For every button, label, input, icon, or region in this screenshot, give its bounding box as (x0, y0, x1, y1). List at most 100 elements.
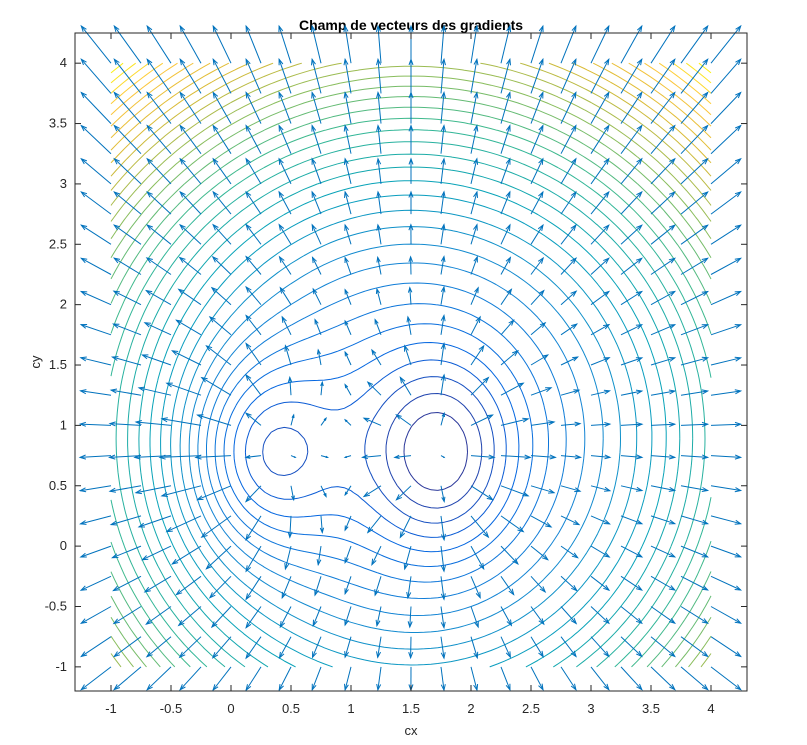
quiver-arrow (530, 57, 544, 94)
quiver-arrow (108, 485, 142, 493)
quiver-arrow (500, 576, 515, 596)
quiver-arrow (620, 485, 644, 492)
quiver-arrow (374, 576, 382, 597)
quiver-arrow (137, 515, 172, 528)
quiver-arrow (470, 124, 479, 154)
quiver-arrow (344, 666, 352, 692)
quiver-arrow (650, 124, 676, 155)
quiver-arrow (395, 485, 412, 501)
quiver-arrow (560, 421, 582, 427)
quiver-arrow (650, 545, 677, 558)
quiver-arrow (500, 24, 512, 64)
quiver-arrow (320, 417, 327, 426)
quiver-arrow (245, 157, 262, 185)
quiver-arrow (650, 290, 677, 306)
quiver-arrow (79, 389, 112, 396)
quiver-arrow (680, 545, 710, 558)
quiver-arrow (650, 389, 677, 396)
quiver-arrow (470, 24, 479, 64)
quiver-arrow (590, 422, 612, 427)
quiver-arrow (680, 485, 710, 492)
quiver-arrow (108, 421, 142, 427)
quiver-arrow (560, 389, 581, 396)
quiver-arrow (311, 57, 322, 94)
quiver-arrow (399, 515, 412, 539)
quiver-arrow (650, 91, 676, 124)
x-axis-label: cx (405, 723, 419, 738)
quiver-arrow (278, 190, 292, 215)
quiver-arrow (620, 24, 643, 64)
quiver-arrow (710, 324, 743, 336)
quiver-arrow (500, 157, 511, 185)
quiver-arrow (406, 576, 412, 600)
quiver-arrow (245, 314, 262, 336)
quiver-arrow (245, 285, 262, 306)
quiver-arrow (371, 545, 382, 567)
contour-level (160, 194, 653, 668)
quiver-arrow (620, 91, 643, 124)
quiver-arrow (79, 324, 112, 336)
quiver-arrow (620, 257, 643, 275)
quiver-arrow (560, 575, 578, 592)
quiver-arrow (408, 124, 414, 154)
quiver-arrow (620, 666, 643, 691)
y-axis-label: cy (28, 355, 43, 369)
quiver-arrow (530, 575, 547, 593)
quiver-arrow (710, 421, 743, 427)
x-tick-label: 0.5 (282, 701, 300, 716)
quiver-arrow (344, 418, 352, 426)
y-tick-label: 1.5 (49, 357, 67, 372)
quiver-arrow (343, 24, 352, 64)
contour-level (233, 342, 520, 553)
quiver-arrow (650, 357, 677, 366)
quiver-arrow (500, 124, 511, 154)
quiver-arrow (362, 417, 382, 426)
quiver-arrow (212, 91, 232, 124)
contour-level (179, 226, 621, 650)
quiver-arrow (650, 58, 676, 94)
quiver-arrow (80, 157, 112, 185)
x-tick-label: -1 (105, 701, 117, 716)
contour-level (110, 62, 712, 177)
quiver-arrow (680, 324, 710, 336)
quiver-arrow (530, 91, 544, 124)
contour-level (110, 106, 712, 668)
quiver-arrow (311, 636, 322, 659)
quiver-arrow (245, 91, 262, 124)
quiver-arrow (145, 636, 172, 658)
quiver-arrow (680, 91, 709, 124)
quiver-arrow (245, 636, 262, 660)
quiver-arrow (279, 286, 292, 305)
quiver-arrow (470, 576, 481, 600)
quiver-arrow (344, 190, 352, 215)
contour-level (110, 62, 712, 191)
quiver-arrow (620, 606, 643, 625)
quiver-arrow (620, 357, 644, 366)
quiver-arrow (371, 348, 382, 366)
quiver-arrow (590, 157, 610, 185)
quiver-arrow (620, 290, 644, 306)
quiver-arrow (146, 24, 172, 64)
quiver-arrow (112, 575, 142, 592)
quiver-arrow (179, 223, 202, 245)
quiver-arrow (500, 485, 530, 497)
quiver-arrow (244, 454, 262, 459)
quiver-arrow (650, 575, 677, 591)
quiver-arrow (440, 223, 446, 245)
quiver-arrow (375, 24, 382, 64)
x-tick-label: 4 (707, 701, 714, 716)
quiver-arrow (560, 485, 582, 493)
quiver-arrow (680, 157, 709, 185)
quiver-arrow (80, 191, 112, 215)
quiver-arrow (440, 190, 446, 215)
quiver-arrow (344, 288, 352, 305)
contour-level (110, 62, 712, 84)
quiver-arrow (440, 606, 446, 630)
quiver-arrow (290, 413, 295, 426)
quiver-arrow (440, 124, 446, 154)
quiver-arrow (530, 454, 557, 460)
quiver-arrow (500, 636, 512, 659)
quiver-arrow (404, 344, 412, 366)
quiver-arrow (208, 316, 232, 336)
